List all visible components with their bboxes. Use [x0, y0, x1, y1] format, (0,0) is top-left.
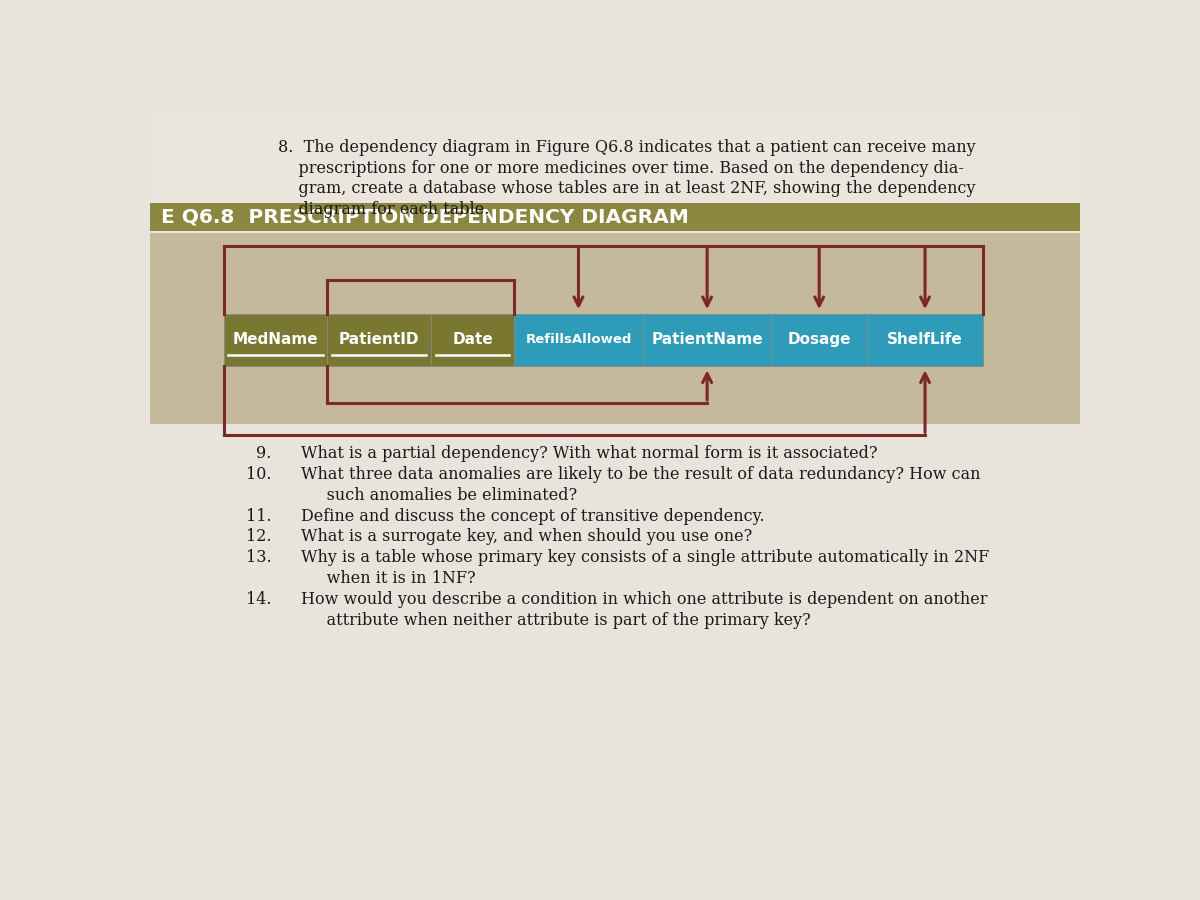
Text: attribute when neither attribute is part of the primary key?: attribute when neither attribute is part…: [301, 612, 811, 628]
Text: when it is in 1NF?: when it is in 1NF?: [301, 570, 475, 587]
Text: Dosage: Dosage: [787, 332, 851, 347]
Text: E Q6.8  PRESCRIPTION DEPENDENCY DIAGRAM: E Q6.8 PRESCRIPTION DEPENDENCY DIAGRAM: [161, 208, 689, 227]
Bar: [643, 313, 772, 366]
Text: MedName: MedName: [233, 332, 318, 347]
Bar: [150, 108, 1080, 355]
Bar: [328, 313, 431, 366]
Bar: [514, 313, 643, 366]
Text: Define and discuss the concept of transitive dependency.: Define and discuss the concept of transi…: [301, 508, 764, 525]
Text: 8.  The dependency diagram in Figure Q6.8 indicates that a patient can receive m: 8. The dependency diagram in Figure Q6.8…: [278, 139, 976, 156]
Text: Date: Date: [452, 332, 493, 347]
Bar: [150, 233, 1080, 424]
Text: RefillsAllowed: RefillsAllowed: [526, 333, 631, 346]
Text: PatientName: PatientName: [652, 332, 763, 347]
Text: 11.: 11.: [246, 508, 271, 525]
Text: How would you describe a condition in which one attribute is dependent on anothe: How would you describe a condition in wh…: [301, 590, 988, 608]
Text: 14.: 14.: [246, 590, 271, 608]
Text: 10.: 10.: [246, 466, 271, 483]
Bar: [150, 203, 1080, 231]
Text: PatientID: PatientID: [340, 332, 420, 347]
Text: What is a partial dependency? With what normal form is it associated?: What is a partial dependency? With what …: [301, 446, 877, 463]
Text: diagram for each table.: diagram for each table.: [278, 202, 490, 218]
Bar: [772, 313, 866, 366]
Text: gram, create a database whose tables are in at least 2NF, showing the dependency: gram, create a database whose tables are…: [278, 180, 976, 197]
Bar: [431, 313, 514, 366]
Text: 9.: 9.: [257, 446, 271, 463]
Text: 12.: 12.: [246, 528, 271, 545]
Bar: [866, 313, 983, 366]
Text: Why is a table whose primary key consists of a single attribute automatically in: Why is a table whose primary key consist…: [301, 549, 989, 566]
Text: prescriptions for one or more medicines over time. Based on the dependency dia-: prescriptions for one or more medicines …: [278, 159, 964, 176]
Text: What is a surrogate key, and when should you use one?: What is a surrogate key, and when should…: [301, 528, 752, 545]
Text: What three data anomalies are likely to be the result of data redundancy? How ca: What three data anomalies are likely to …: [301, 466, 980, 483]
Text: such anomalies be eliminated?: such anomalies be eliminated?: [301, 487, 577, 504]
Bar: [223, 313, 328, 366]
Text: 13.: 13.: [246, 549, 271, 566]
Text: ShelfLife: ShelfLife: [887, 332, 962, 347]
